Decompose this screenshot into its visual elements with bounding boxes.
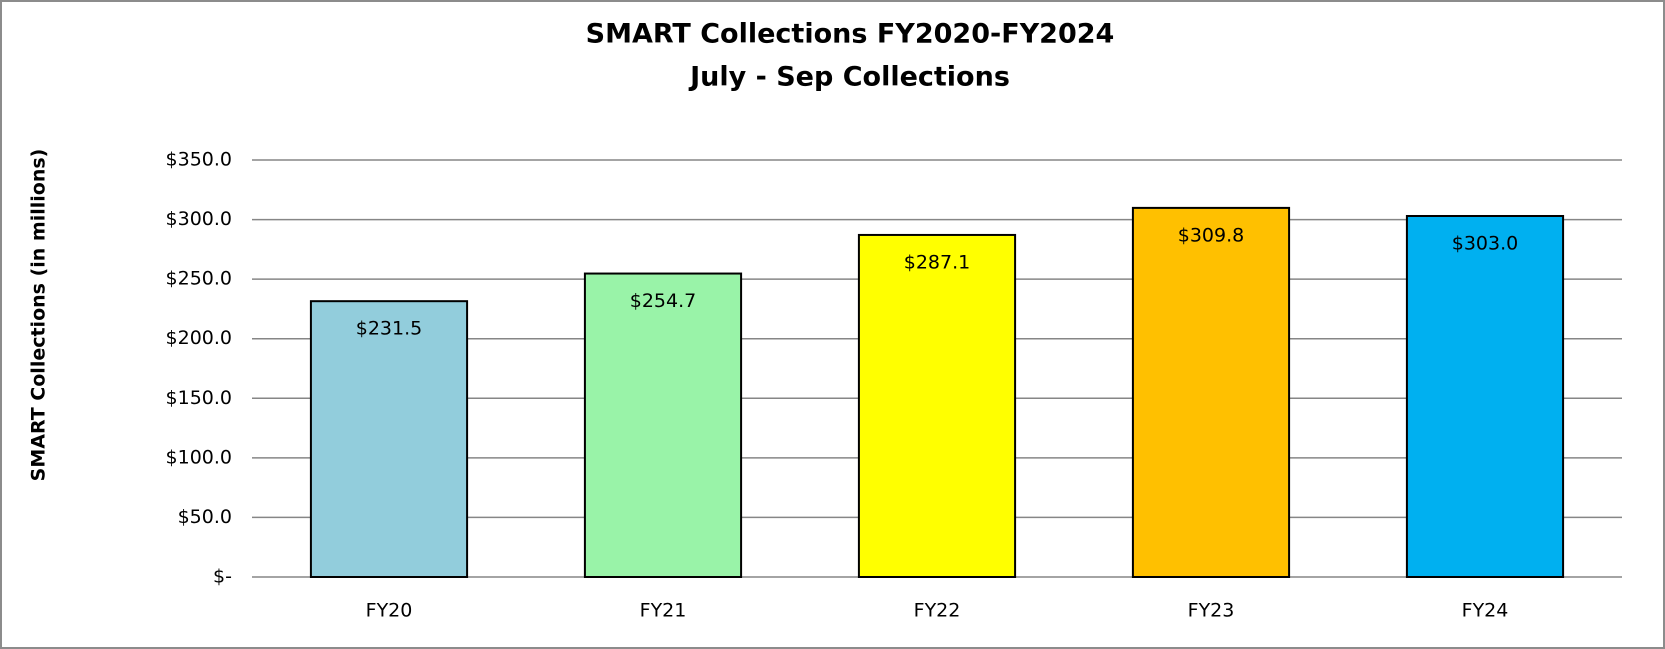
y-tick-label: $150.0 <box>166 387 232 409</box>
chart-subtitle: July - Sep Collections <box>688 62 1010 93</box>
y-axis-label: SMART Collections (in millions) <box>28 149 50 482</box>
bar <box>857 233 1017 578</box>
value-label: $254.7 <box>630 290 696 312</box>
bar <box>1131 206 1291 579</box>
bar <box>1405 214 1565 579</box>
value-label: $303.0 <box>1452 232 1518 254</box>
y-tick-label: $200.0 <box>166 327 232 349</box>
value-label: $309.8 <box>1178 224 1244 246</box>
value-label: $231.5 <box>356 318 422 340</box>
value-label: $287.1 <box>904 251 970 273</box>
x-tick-label: FY24 <box>1462 600 1509 622</box>
chart-title: SMART Collections FY2020-FY2024 <box>586 19 1115 50</box>
bar <box>309 300 469 578</box>
y-tick-label: $100.0 <box>166 446 232 468</box>
x-tick-label: FY22 <box>914 600 961 622</box>
x-tick-label: FY23 <box>1188 600 1235 622</box>
bar <box>583 272 743 578</box>
x-tick-label: FY20 <box>366 600 413 622</box>
y-tick-label: $350.0 <box>166 149 232 171</box>
y-tick-label: $300.0 <box>166 208 232 230</box>
y-tick-label: $250.0 <box>166 268 232 290</box>
y-tick-label: $50.0 <box>178 506 232 528</box>
y-tick-label: $- <box>213 566 232 588</box>
x-tick-label: FY21 <box>640 600 687 622</box>
